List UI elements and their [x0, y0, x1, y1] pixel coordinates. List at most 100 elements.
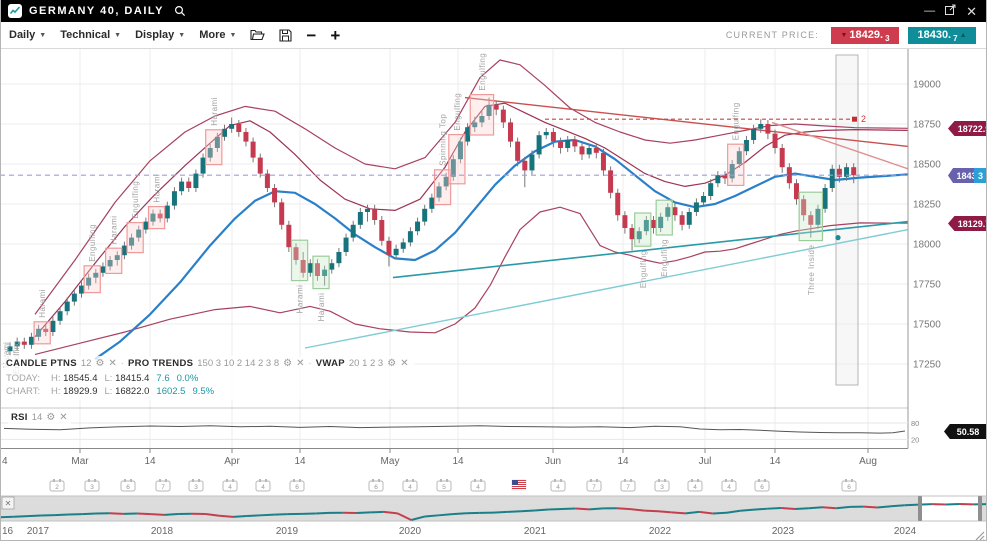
candlestick[interactable]	[457, 141, 463, 160]
candlestick[interactable]	[658, 216, 664, 228]
popout-button[interactable]	[945, 4, 956, 18]
candlestick[interactable]	[665, 207, 671, 217]
candlestick[interactable]	[200, 157, 206, 174]
candlestick[interactable]	[264, 173, 270, 188]
calendar-event-icon[interactable]: 2	[49, 479, 65, 492]
pattern-box[interactable]	[33, 321, 51, 345]
close-icon[interactable]: ✕	[59, 412, 68, 423]
candlestick[interactable]	[250, 141, 256, 158]
candlestick[interactable]	[393, 248, 399, 256]
menu-timeframe[interactable]: Daily ▼	[9, 29, 47, 41]
trendline-2[interactable]	[304, 228, 909, 349]
candlestick[interactable]	[600, 152, 606, 171]
gear-icon[interactable]: ⚙	[387, 358, 397, 369]
candlestick[interactable]	[751, 128, 757, 140]
candlestick[interactable]	[579, 146, 585, 155]
candlestick[interactable]	[436, 186, 442, 198]
candlestick[interactable]	[822, 188, 828, 209]
open-folder-icon[interactable]	[250, 29, 266, 41]
candlestick[interactable]	[558, 141, 564, 148]
gear-icon[interactable]: ⚙	[95, 358, 105, 369]
candlestick[interactable]	[529, 154, 535, 171]
us-flag-icon[interactable]	[511, 479, 527, 491]
save-icon[interactable]	[279, 28, 292, 42]
calendar-event-icon[interactable]: 3	[188, 479, 204, 492]
calendar-event-icon[interactable]: 4	[402, 479, 418, 492]
candlestick[interactable]	[801, 199, 807, 216]
candlestick[interactable]	[286, 224, 292, 248]
candlestick[interactable]	[129, 237, 135, 246]
gear-icon[interactable]: ⚙	[283, 358, 293, 369]
candlestick[interactable]	[14, 341, 20, 347]
indicator-candle-ptns[interactable]: CANDLE PTNS	[6, 358, 77, 369]
candlestick[interactable]	[257, 157, 263, 174]
candlestick[interactable]	[679, 215, 685, 225]
calendar-event-icon[interactable]: 7	[620, 479, 636, 492]
candlestick[interactable]	[357, 212, 363, 225]
navigator-selection-window[interactable]	[921, 496, 979, 521]
pattern-box[interactable]	[727, 143, 745, 186]
candlestick[interactable]	[643, 220, 649, 232]
minimize-button[interactable]: —	[924, 4, 936, 17]
candlestick[interactable]	[708, 183, 714, 196]
candlestick[interactable]	[79, 285, 84, 294]
resize-grip-icon[interactable]	[975, 531, 985, 541]
trendline-anchor-dot[interactable]	[835, 235, 841, 241]
candlestick[interactable]	[71, 293, 77, 302]
candlestick[interactable]	[121, 245, 127, 256]
candlestick[interactable]	[550, 132, 556, 142]
pattern-box[interactable]	[433, 169, 452, 206]
pattern-box[interactable]	[83, 265, 101, 294]
calendar-event-icon[interactable]: 4	[470, 479, 486, 492]
zoom-out-button[interactable]: −	[306, 25, 317, 45]
candlestick[interactable]	[229, 124, 235, 129]
indicator-vwap[interactable]: VWAP	[315, 358, 345, 369]
menu-display[interactable]: Display ▼	[135, 29, 186, 41]
candlestick[interactable]	[415, 221, 421, 232]
candlestick[interactable]	[586, 148, 592, 155]
candlestick[interactable]	[50, 320, 56, 332]
candlestick[interactable]	[794, 183, 799, 200]
candlestick[interactable]	[28, 336, 34, 345]
candlestick[interactable]	[829, 168, 835, 188]
calendar-event-icon[interactable]: 3	[84, 479, 100, 492]
candlestick[interactable]	[7, 346, 13, 352]
pattern-box[interactable]	[290, 239, 309, 282]
calendar-event-icon[interactable]: 4	[550, 479, 566, 492]
navigator-close-button[interactable]: ✕	[1, 496, 15, 510]
candlestick[interactable]	[565, 140, 571, 148]
candlestick[interactable]	[329, 263, 335, 270]
close-icon[interactable]: ✕	[400, 358, 409, 369]
candlestick[interactable]	[615, 192, 621, 216]
candlestick[interactable]	[836, 168, 842, 177]
candlestick[interactable]	[786, 167, 792, 184]
candlestick[interactable]	[372, 208, 378, 220]
menu-more[interactable]: More ▼	[199, 29, 237, 41]
candlestick[interactable]	[608, 170, 614, 193]
calendar-event-icon[interactable]: 6	[754, 479, 770, 492]
candlestick[interactable]	[293, 247, 299, 260]
candlestick[interactable]	[164, 205, 170, 219]
candlestick[interactable]	[522, 160, 528, 171]
indicator-pro-trends[interactable]: PRO TRENDS	[127, 358, 194, 369]
candlestick[interactable]	[143, 221, 149, 230]
candlestick[interactable]	[243, 132, 249, 142]
candlestick[interactable]	[236, 124, 242, 132]
candlestick[interactable]	[214, 136, 220, 148]
candlestick[interactable]	[43, 328, 49, 332]
candlestick[interactable]	[150, 213, 156, 222]
candlestick[interactable]	[543, 132, 549, 136]
candlestick[interactable]	[100, 266, 106, 273]
candlestick[interactable]	[815, 208, 821, 225]
candlestick[interactable]	[322, 269, 328, 276]
candlestick[interactable]	[93, 272, 99, 278]
candlestick[interactable]	[672, 207, 678, 216]
candlestick[interactable]	[844, 167, 850, 177]
calendar-event-icon[interactable]: 5	[436, 479, 452, 492]
candlestick[interactable]	[851, 167, 857, 176]
trendline-1[interactable]	[771, 121, 909, 170]
candlestick[interactable]	[779, 148, 785, 168]
pattern-box[interactable]	[205, 129, 223, 166]
candlestick[interactable]	[314, 263, 320, 276]
candlestick[interactable]	[179, 181, 185, 192]
